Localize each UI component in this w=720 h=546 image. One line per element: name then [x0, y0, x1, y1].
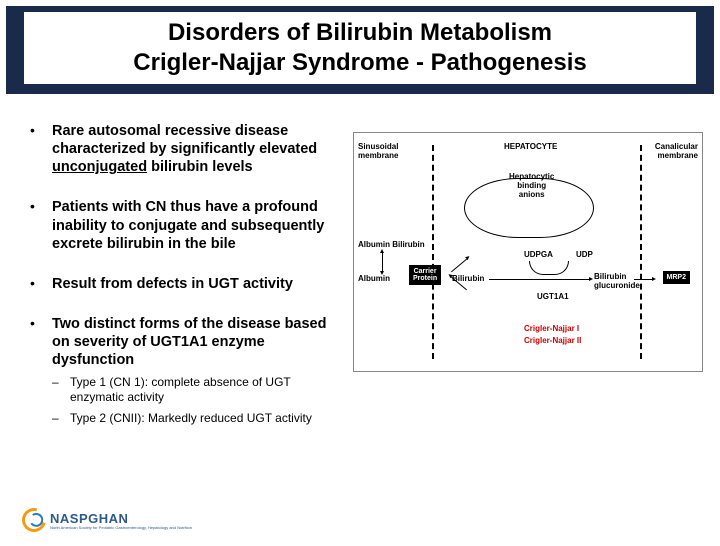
label-cn2: Crigler-Najjar II	[524, 337, 581, 346]
bullet-column: • Rare autosomal recessive disease chara…	[30, 122, 345, 426]
bullet-text: Rare autosomal recessive disease charact…	[52, 122, 345, 176]
sinusoidal-membrane-line	[432, 145, 434, 359]
label-albumin-bilirubin: Albumin Bilirubin	[358, 241, 425, 250]
diagram-column: Sinusoidal membrane HEPATOCYTE Canalicul…	[345, 122, 708, 426]
sub-text: Type 1 (CN 1): complete absence of UGT e…	[70, 375, 345, 405]
label-cn1: Crigler-Najjar I	[524, 325, 579, 334]
arrow-conjugation	[489, 279, 589, 280]
sub-text: Type 2 (CNII): Markedly reduced UGT acti…	[70, 411, 312, 426]
sub-marker: –	[52, 375, 70, 405]
label-albumin: Albumin	[358, 275, 390, 284]
label-udpga: UDPGA	[524, 251, 553, 260]
label-udp: UDP	[576, 251, 593, 260]
label-binding: Hepatocytic binding anions	[509, 173, 554, 199]
label-hepatocyte: HEPATOCYTE	[504, 143, 557, 152]
bullet-text: Two distinct forms of the disease based …	[52, 315, 345, 369]
arrow-dissociation	[382, 253, 383, 271]
hepatocyte-diagram: Sinusoidal membrane HEPATOCYTE Canalicul…	[353, 132, 703, 372]
sub-bullet-item: – Type 2 (CNII): Markedly reduced UGT ac…	[52, 411, 345, 426]
label-sinusoidal: Sinusoidal membrane	[358, 143, 398, 161]
bullet-marker: •	[30, 122, 52, 176]
bullet-item: • Two distinct forms of the disease base…	[30, 315, 345, 369]
sub-marker: –	[52, 411, 70, 426]
label-ugt1a1: UGT1A1	[537, 293, 569, 302]
title-line-2: Crigler-Najjar Syndrome - Pathogenesis	[133, 49, 586, 76]
bullet-text: Patients with CN thus have a profound in…	[52, 198, 345, 252]
arc-ugt	[529, 261, 569, 275]
box-mrp2: MRP2	[663, 271, 690, 284]
sub-bullet-item: – Type 1 (CN 1): complete absence of UGT…	[52, 375, 345, 405]
arrow-uptake	[451, 259, 467, 273]
title-line-1: Disorders of Bilirubin Metabolism	[168, 19, 552, 46]
logo-text-block: NASPGHAN North American Society for Pedi…	[50, 511, 192, 530]
canalicular-membrane-line	[640, 145, 642, 359]
naspghan-logo: NASPGHAN North American Society for Pedi…	[22, 508, 192, 532]
arrow-export	[634, 279, 652, 280]
bullet-item: • Patients with CN thus have a profound …	[30, 198, 345, 252]
title-band: Disorders of Bilirubin Metabolism Crigle…	[6, 6, 714, 94]
underlined-term: unconjugated	[52, 159, 147, 175]
bullet-marker: •	[30, 275, 52, 293]
content-area: • Rare autosomal recessive disease chara…	[0, 94, 720, 426]
bullet-text: Result from defects in UGT activity	[52, 275, 293, 293]
bullet-marker: •	[30, 315, 52, 369]
logo-icon	[18, 504, 51, 537]
logo-subtitle: North American Society for Pediatric Gas…	[50, 526, 192, 530]
label-glucuronide: Bilirubin glucuronide	[594, 273, 640, 291]
bullet-marker: •	[30, 198, 52, 252]
bullet-item: • Result from defects in UGT activity	[30, 275, 345, 293]
label-canalicular: Canalicular membrane	[655, 143, 698, 161]
bullet-item: • Rare autosomal recessive disease chara…	[30, 122, 345, 176]
box-carrier: Carrier Protein	[409, 265, 441, 285]
slide-title: Disorders of Bilirubin Metabolism Crigle…	[24, 12, 696, 84]
logo-name: NASPGHAN	[50, 511, 192, 526]
